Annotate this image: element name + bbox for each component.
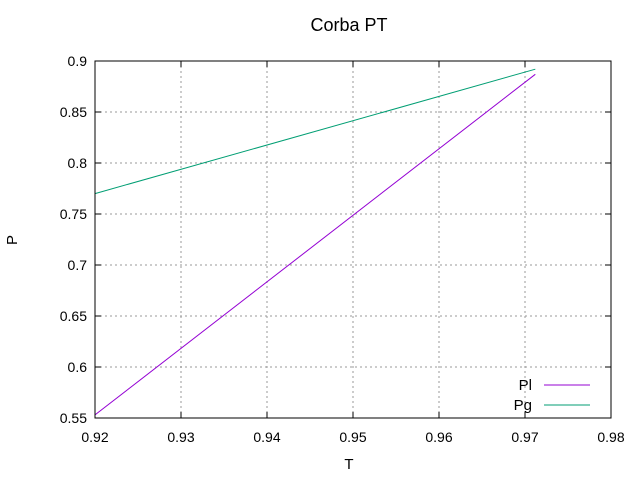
series-line-pl [94, 73, 536, 416]
y-tick-label: 0.55 [60, 410, 87, 426]
y-tick-label: 0.6 [68, 359, 88, 375]
x-tick-label: 0.95 [339, 429, 366, 445]
legend-label-pg: Pg [514, 397, 532, 414]
grid [95, 61, 611, 418]
series-line-pg [94, 68, 536, 195]
x-tick-label: 0.96 [425, 429, 452, 445]
y-tick-label: 0.7 [68, 257, 88, 273]
y-tick-label: 0.75 [60, 206, 87, 222]
x-tick-label: 0.92 [81, 429, 108, 445]
x-ticks: 0.92 0.93 0.94 0.95 0.96 0.97 0.98 [81, 61, 625, 445]
y-tick-label: 0.65 [60, 308, 87, 324]
x-axis-label: T [344, 456, 353, 473]
y-tick-label: 0.9 [68, 53, 88, 69]
x-tick-label: 0.98 [597, 429, 624, 445]
chart-title: Corba PT [310, 15, 387, 35]
y-tick-label: 0.8 [68, 155, 88, 171]
plot-frame [94, 60, 612, 419]
series-lines [94, 68, 536, 416]
legend: Pl Pg [514, 377, 590, 414]
y-axis-label: P [4, 235, 21, 245]
x-tick-label: 0.94 [253, 429, 280, 445]
legend-label-pl: Pl [519, 377, 532, 394]
x-tick-label: 0.97 [511, 429, 538, 445]
y-ticks: 0.55 0.6 0.65 0.7 0.75 0.8 0.85 0.9 [60, 53, 611, 426]
x-tick-label: 0.93 [167, 429, 194, 445]
y-tick-label: 0.85 [60, 104, 87, 120]
